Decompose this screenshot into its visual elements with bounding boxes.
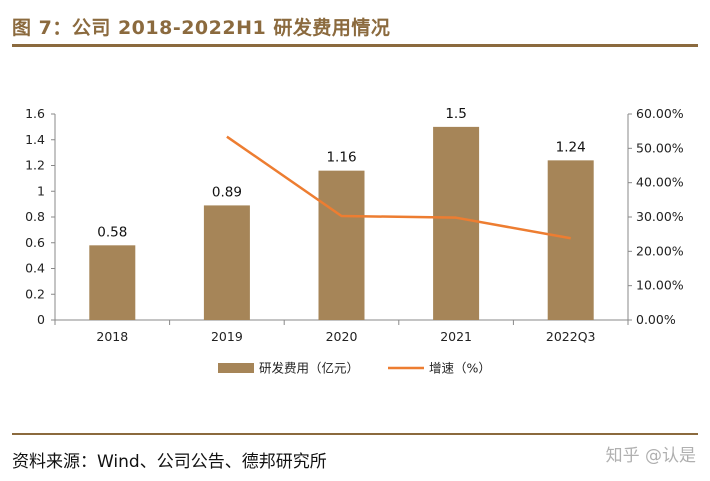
source-note: 资料来源：Wind、公司公告、德邦研究所 <box>12 452 327 472</box>
y-right-tick-label: 10.00% <box>636 278 684 293</box>
bar <box>89 245 136 320</box>
bar-data-label: 1.5 <box>445 106 466 122</box>
bar-data-label: 0.89 <box>212 184 242 200</box>
watermark: 知乎 @认是 <box>605 446 696 466</box>
y-left-tick-label: 1 <box>37 183 45 198</box>
y-right-tick-label: 0.00% <box>636 312 676 327</box>
bar-data-label: 0.58 <box>97 224 127 240</box>
y-right-tick-label: 60.00% <box>636 106 684 121</box>
x-tick-label: 2018 <box>96 329 128 344</box>
bar <box>433 126 480 320</box>
y-right-tick-label: 30.00% <box>636 209 684 224</box>
y-right-tick-label: 50.00% <box>636 140 684 155</box>
y-left-tick-label: 1.6 <box>25 106 45 121</box>
x-tick-label: 2020 <box>326 329 358 344</box>
page-title: 图 7：公司 2018-2022H1 研发费用情况 <box>12 17 391 39</box>
y-left-tick-label: 0 <box>37 312 45 327</box>
bar <box>318 170 365 320</box>
x-tick-label: 2019 <box>211 329 243 344</box>
y-right-tick-label: 20.00% <box>636 243 684 258</box>
y-left-tick-label: 0.4 <box>25 261 45 276</box>
x-tick-label: 2021 <box>440 329 472 344</box>
title-rule <box>12 44 698 47</box>
y-right-tick-label: 40.00% <box>636 175 684 190</box>
y-left-tick-label: 0.2 <box>25 286 45 301</box>
legend-swatch-bar <box>218 363 254 373</box>
bar <box>203 205 250 320</box>
y-left-tick-label: 1.4 <box>25 132 45 147</box>
y-left-tick-label: 0.6 <box>25 235 45 250</box>
footer-rule <box>12 433 698 435</box>
bar-data-label: 1.24 <box>556 139 586 155</box>
y-left-tick-label: 1.2 <box>25 158 45 173</box>
y-left-tick-label: 0.8 <box>25 209 45 224</box>
growth-line <box>226 135 571 240</box>
bar <box>547 160 594 320</box>
legend-label-bar: 研发费用（亿元） <box>259 361 359 376</box>
x-tick-label: 2022Q3 <box>546 329 596 344</box>
legend-label-line: 增速（%） <box>429 361 491 376</box>
bar-data-label: 1.16 <box>326 150 356 166</box>
